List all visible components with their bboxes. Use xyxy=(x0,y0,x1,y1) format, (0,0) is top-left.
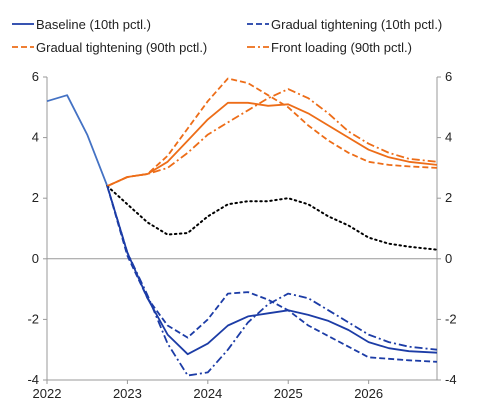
y-tick-label: 2 xyxy=(32,190,39,205)
series-line-baseline_10 xyxy=(106,185,438,356)
series-line-median_path xyxy=(106,185,438,251)
y-tick-label-right: 2 xyxy=(445,190,452,205)
plot-area xyxy=(46,77,438,377)
legend-label: Gradual tightening (10th pctl.) xyxy=(271,17,442,32)
x-tick-label: 2024 xyxy=(193,386,222,401)
y-tick-label-right: -2 xyxy=(445,311,457,326)
y-tick-label-right: -4 xyxy=(445,372,457,387)
legend-label: Front loading (90th pctl.) xyxy=(271,40,412,55)
series-line-front_10 xyxy=(106,185,438,377)
legend-label: Gradual tightening (90th pctl.) xyxy=(36,40,207,55)
y-tick-label: 6 xyxy=(32,69,39,84)
x-tick-label: 2022 xyxy=(33,386,62,401)
series-line-history xyxy=(46,94,109,187)
y-tick-label: 0 xyxy=(32,251,39,266)
series-line-front_90 xyxy=(106,88,438,187)
y-tick-label: -4 xyxy=(27,372,39,387)
y-tick-label-right: 0 xyxy=(445,251,452,266)
y-tick-label-right: 6 xyxy=(445,69,452,84)
legend-label: Baseline (10th pctl.) xyxy=(36,17,151,32)
series-line-gradual_90 xyxy=(106,77,438,187)
axes: -4 -2 0 2 4 6 -4 -2 0 2 4 6 2022 2023 2024 2025 2026 xyxy=(27,69,456,401)
series-line-gradual_10 xyxy=(106,185,438,363)
series-line-baseline_90 xyxy=(106,101,438,187)
y-tick-label-right: 4 xyxy=(445,130,452,145)
y-tick-label: 4 xyxy=(32,130,39,145)
y-tick-label: -2 xyxy=(27,311,39,326)
legend: Baseline (10th pctl.) Gradual tightening … xyxy=(12,17,442,55)
x-tick-label: 2023 xyxy=(113,386,142,401)
x-tick-label: 2026 xyxy=(354,386,383,401)
x-tick-label: 2025 xyxy=(274,386,303,401)
